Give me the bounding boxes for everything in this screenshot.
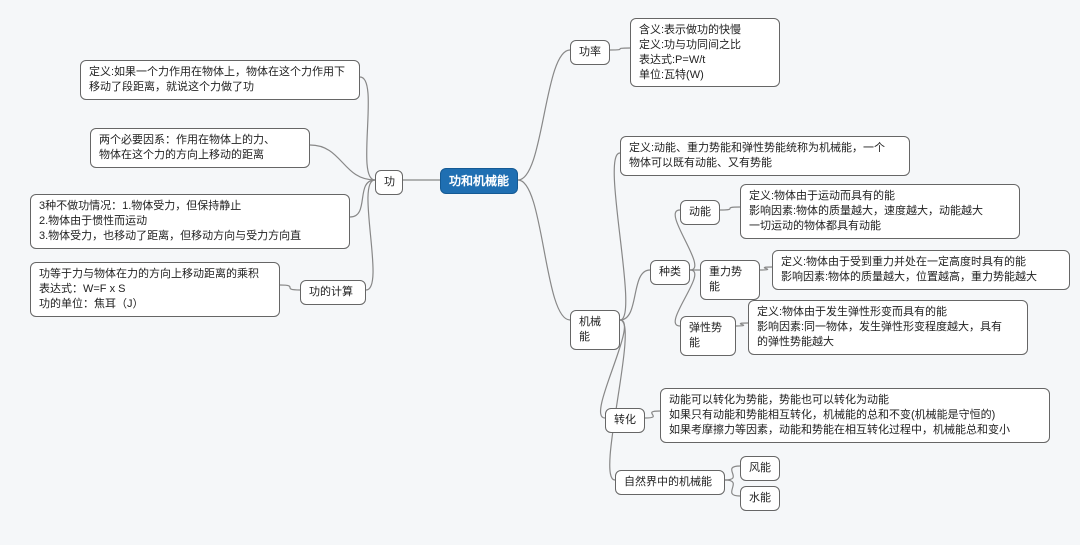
node-power_detail: 含义:表示做功的快慢 定义:功与功同间之比 表达式:P=W/t 单位:瓦特(W): [630, 18, 780, 87]
edge-dongneng-dongneng_d: [720, 207, 740, 210]
node-mech: 机械能: [570, 310, 620, 350]
node-power: 功率: [570, 40, 610, 65]
edge-root-power: [518, 50, 570, 180]
node-gong_calc_detail: 功等于力与物体在力的方向上移动距离的乘积 表达式：W=F x S 功的单位：焦耳…: [30, 262, 280, 317]
node-zh: 转化: [605, 408, 645, 433]
node-mech_def: 定义:动能、重力势能和弹性势能统称为机械能，一个 物体可以既有动能、又有势能: [620, 136, 910, 176]
edge-nature-feng: [725, 466, 740, 480]
edge-zl-zl_d: [760, 267, 772, 270]
edge-power-power_detail: [610, 48, 630, 50]
edge-mech-type: [620, 270, 650, 320]
node-feng: 风能: [740, 456, 780, 481]
edge-gong-gong_calc: [366, 180, 375, 290]
node-type: 种类: [650, 260, 690, 285]
node-dongneng: 动能: [680, 200, 720, 225]
node-zl: 重力势能: [700, 260, 760, 300]
node-shui: 水能: [740, 486, 780, 511]
edge-nature-shui: [725, 480, 740, 496]
mindmap-canvas: 功和机械能 功 定义:如果一个力作用在物体上，物体在这个力作用下 移动了段距离，就说…: [0, 0, 1080, 545]
node-dongneng_d: 定义:物体由于运动而具有的能 影响因素:物体的质量越大，速度越大，动能越大 一切…: [740, 184, 1020, 239]
node-tx: 弹性势能: [680, 316, 736, 356]
edge-gong-gong_three: [350, 180, 375, 217]
node-zh_d: 动能可以转化为势能，势能也可以转化为动能 如果只有动能和势能相互转化，机械能的总…: [660, 388, 1050, 443]
node-gong_two: 两个必要因系：作用在物体上的力、 物体在这个力的方向上移动的距离: [90, 128, 310, 168]
edge-gong-gong_def: [360, 77, 375, 180]
node-zl_d: 定义:物体由于受到重力并处在一定高度时具有的能 影响因素:物体的质量越大，位置越…: [772, 250, 1070, 290]
edge-gong_calc-gong_calc_detail: [280, 285, 300, 290]
node-root: 功和机械能: [440, 168, 518, 194]
edge-tx-tx_d: [736, 323, 748, 326]
node-tx_d: 定义:物体由于发生弹性形变而具有的能 影响因素:同一物体，发生弹性形变程度越大，…: [748, 300, 1028, 355]
edge-mech-mech_def: [614, 153, 626, 320]
node-gong_calc: 功的计算: [300, 280, 366, 305]
node-gong_def: 定义:如果一个力作用在物体上，物体在这个力作用下 移动了段距离，就说这个力做了功: [80, 60, 360, 100]
node-gong_three: 3种不做功情况：1.物体受力，但保持静止 2.物体由于惯性而运动 3.物体受力，…: [30, 194, 350, 249]
node-gong: 功: [375, 170, 403, 195]
node-nature: 自然界中的机械能: [615, 470, 725, 495]
edge-root-mech: [518, 180, 570, 320]
edge-gong-gong_two: [310, 145, 375, 180]
edge-zh-zh_d: [645, 411, 660, 418]
